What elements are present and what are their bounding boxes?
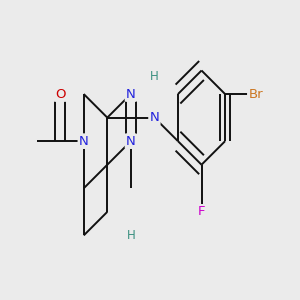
Text: N: N bbox=[149, 111, 159, 124]
Text: N: N bbox=[79, 135, 88, 148]
Text: O: O bbox=[55, 88, 65, 100]
Text: N: N bbox=[126, 135, 136, 148]
Text: Br: Br bbox=[249, 88, 263, 100]
Text: H: H bbox=[150, 70, 159, 83]
Text: N: N bbox=[126, 88, 136, 100]
Text: H: H bbox=[127, 229, 135, 242]
Text: F: F bbox=[198, 205, 205, 218]
